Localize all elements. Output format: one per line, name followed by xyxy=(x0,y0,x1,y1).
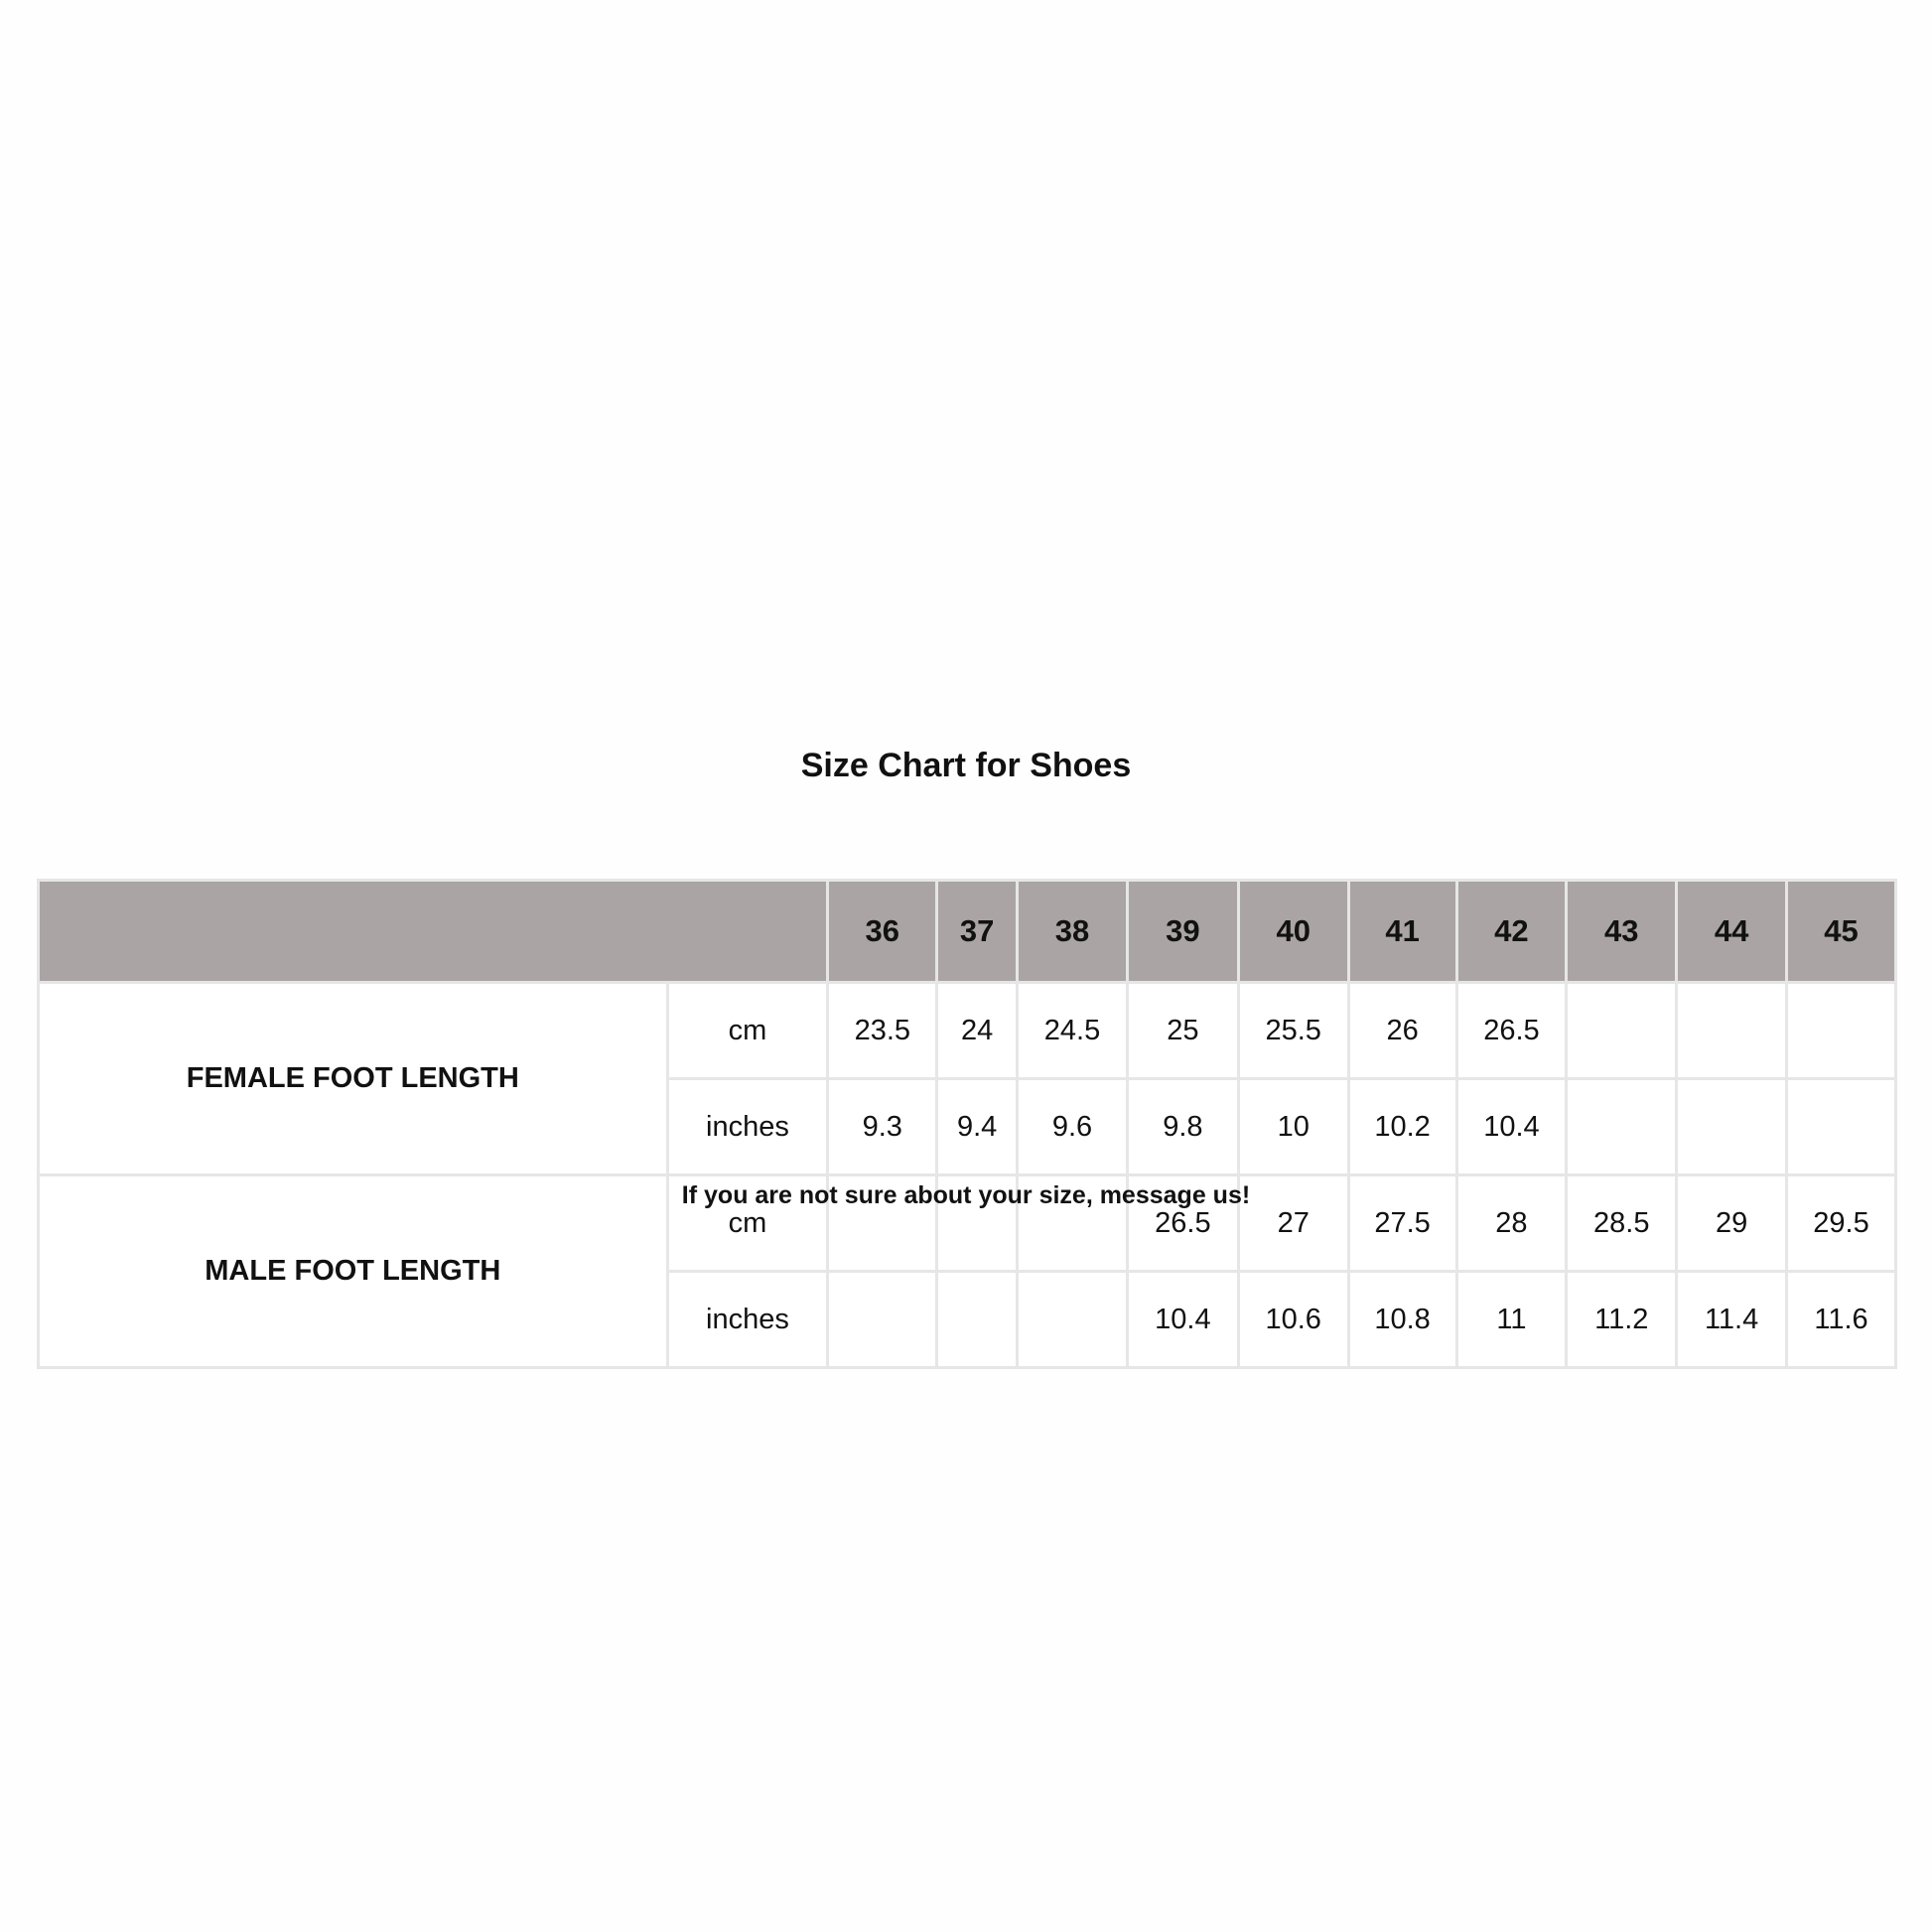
size-header: 43 xyxy=(1565,879,1679,984)
size-header: 42 xyxy=(1454,879,1569,984)
size-header: 39 xyxy=(1125,879,1240,984)
size-header: 38 xyxy=(1016,879,1129,984)
table-cell xyxy=(826,1173,939,1273)
size-header: 41 xyxy=(1346,879,1458,984)
table-cell: 26.5 xyxy=(1454,981,1569,1080)
table-cell: 11 xyxy=(1454,1270,1569,1369)
table-cell: 10 xyxy=(1236,1077,1350,1176)
size-header: 40 xyxy=(1236,879,1350,984)
size-header: 44 xyxy=(1675,879,1789,984)
table-cell: 10.6 xyxy=(1236,1270,1350,1369)
size-chart-table: 36 37 38 39 40 41 42 43 44 45 FEMALE FOOT LENGTH c… xyxy=(36,879,1897,1369)
header-blank xyxy=(36,879,830,984)
table-cell: 10.2 xyxy=(1346,1077,1458,1176)
table-cell xyxy=(1016,1270,1129,1369)
table-cell: 10.4 xyxy=(1454,1077,1569,1176)
table-cell: 24 xyxy=(935,981,1020,1080)
size-header: 36 xyxy=(826,879,939,984)
table-cell: 28 xyxy=(1454,1173,1569,1273)
table-cell: 29 xyxy=(1675,1173,1789,1273)
unit-label: cm xyxy=(665,1173,830,1273)
table-cell xyxy=(1675,981,1789,1080)
table-cell: 11.6 xyxy=(1785,1270,1897,1369)
table-cell: 27.5 xyxy=(1346,1173,1458,1273)
table-cell xyxy=(1016,1173,1129,1273)
table-cell xyxy=(1565,1077,1679,1176)
table-row: FEMALE FOOT LENGTH cm 23.5 24 24.5 25 25.5 26 26… xyxy=(37,981,1897,1176)
table-cell xyxy=(1675,1077,1789,1176)
unit-label: inches xyxy=(665,1270,830,1369)
table-cell: 28.5 xyxy=(1565,1173,1679,1273)
table-cell: 27 xyxy=(1236,1173,1350,1273)
table-cell: 25 xyxy=(1125,981,1240,1080)
header-row: 36 37 38 39 40 41 42 43 44 45 xyxy=(36,879,1897,984)
table-cell: 25.5 xyxy=(1236,981,1350,1080)
group-label: MALE FOOT LENGTH xyxy=(37,1173,669,1369)
table-cell: 10.4 xyxy=(1125,1270,1240,1369)
table-row: inches 10.4 10.6 10.8 11 11.2 11.4 11.6 xyxy=(39,1270,1897,1369)
page-title: Size Chart for Shoes xyxy=(800,747,1132,784)
size-header: 45 xyxy=(1785,879,1897,984)
table-row: MALE FOOT LENGTH cm 26.5 27 27.5 28 28.5 29 29.5 xyxy=(37,1173,1897,1369)
unit-label: inches xyxy=(665,1077,830,1176)
table-cell xyxy=(935,1173,1020,1273)
table-cell: 26 xyxy=(1346,981,1458,1080)
table-cell xyxy=(935,1270,1020,1369)
table-row: inches 9.3 9.4 9.6 9.8 10 10.2 10.4 xyxy=(39,1077,1897,1176)
table-cell: 9.4 xyxy=(935,1077,1020,1176)
table-cell: 11.2 xyxy=(1565,1270,1679,1369)
footer-note: If you are not sure about your size, mes… xyxy=(681,1181,1251,1209)
table-cell: 10.8 xyxy=(1346,1270,1458,1369)
group-label: FEMALE FOOT LENGTH xyxy=(37,981,669,1176)
table-cell xyxy=(1785,1077,1897,1176)
table-cell: 9.3 xyxy=(826,1077,939,1176)
size-header: 37 xyxy=(935,879,1020,984)
table-cell xyxy=(826,1270,939,1369)
table-cell: 9.8 xyxy=(1125,1077,1240,1176)
table-cell: 24.5 xyxy=(1016,981,1129,1080)
table-cell: 11.4 xyxy=(1675,1270,1789,1369)
table-cell: 29.5 xyxy=(1785,1173,1897,1273)
table-cell: 26.5 xyxy=(1125,1173,1240,1273)
unit-label: cm xyxy=(665,981,830,1080)
table-cell xyxy=(1785,981,1897,1080)
table-cell xyxy=(1565,981,1679,1080)
table-cell: 23.5 xyxy=(826,981,939,1080)
table-cell: 9.6 xyxy=(1016,1077,1129,1176)
